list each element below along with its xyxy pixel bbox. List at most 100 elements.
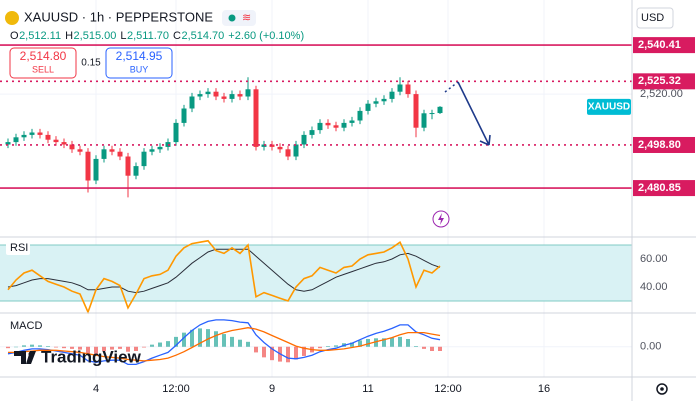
ohlc-key: O	[10, 30, 19, 42]
ohlc-value: 2,512.11	[19, 30, 61, 42]
macd-histogram-bar	[86, 346, 90, 354]
candle-body	[277, 146, 283, 150]
ohlc-key: L	[120, 30, 126, 42]
macd-histogram-bar	[94, 346, 98, 354]
buy-box[interactable]	[105, 47, 173, 79]
sell-box[interactable]	[9, 47, 77, 79]
price-level-label-bg	[633, 37, 695, 54]
macd-histogram-bar	[222, 334, 226, 347]
buy-button[interactable]: 2,514.95 BUY	[105, 47, 173, 79]
macd-histogram-bar	[246, 341, 250, 347]
ohlc-key: C	[173, 30, 181, 42]
candle-body	[213, 91, 219, 97]
rsi-tick-label: 40.00	[640, 281, 668, 293]
macd-histogram-bar	[174, 336, 178, 347]
macd-signal-line	[8, 327, 441, 362]
macd-histogram-bar	[150, 344, 154, 347]
price-level-label: 2,525.32	[638, 75, 681, 87]
candle-body	[301, 134, 307, 145]
macd-histogram-bar	[54, 346, 58, 348]
candle-body	[365, 103, 371, 111]
candle-body	[237, 94, 243, 97]
macd-histogram-bar	[190, 329, 194, 347]
macd-histogram-bar	[374, 338, 378, 347]
candle-body	[381, 98, 387, 102]
macd-histogram-bar	[62, 346, 66, 349]
candle-body	[429, 113, 435, 115]
symbol-logo	[5, 11, 19, 25]
macd-histogram-bar	[334, 345, 338, 347]
candle-body	[53, 139, 59, 143]
logo-dot	[28, 351, 34, 357]
currency[interactable]: USD	[641, 12, 664, 24]
candle-body	[93, 158, 99, 181]
price-level-label-bg	[633, 73, 695, 90]
candle-body	[221, 96, 227, 99]
macd-histogram-bar	[390, 337, 394, 347]
x-tick-label: 16	[538, 383, 550, 395]
candle-body	[13, 137, 19, 143]
candle-body	[253, 89, 259, 147]
macd-histogram-bar	[358, 340, 362, 347]
rsi-band	[0, 244, 632, 301]
candle-body	[61, 142, 67, 145]
macd-histogram-bar	[6, 346, 10, 349]
macd-histogram-bar	[126, 346, 130, 352]
macd-histogram-bar	[198, 328, 202, 347]
candle-body	[125, 156, 131, 176]
price-level-label-bg	[633, 180, 695, 197]
macd-tick-label: 0.00	[640, 341, 661, 353]
plot	[0, 44, 632, 366]
rsi-legend: RSI	[10, 242, 28, 254]
candle-body	[389, 91, 395, 99]
sell-price[interactable]: 2,514.80	[20, 49, 67, 63]
macd-histogram-bar	[134, 346, 138, 351]
macd-histogram-bar	[262, 346, 266, 358]
x-tick-label: 11	[362, 383, 373, 395]
settings-icon[interactable]	[656, 383, 668, 395]
price-label-bg	[587, 98, 631, 115]
candle-body	[189, 96, 195, 109]
ohlc-value: 2,515.00	[74, 30, 117, 42]
candle-body	[21, 134, 27, 138]
currency-box[interactable]	[636, 7, 674, 29]
macd-histogram-bar	[230, 336, 234, 347]
candle-body	[141, 151, 147, 167]
macd-histogram-bar	[430, 346, 434, 351]
sell-label[interactable]: SELL	[32, 64, 54, 74]
macd-histogram-bar	[206, 329, 210, 347]
macd-histogram-bar	[270, 346, 274, 361]
tradingview-logo: TradingView	[14, 347, 142, 366]
candle-body	[133, 166, 139, 176]
market-open-icon	[228, 14, 236, 22]
candle-body	[109, 149, 115, 152]
macd-histogram-bar	[302, 346, 306, 356]
price-level-label-bg	[633, 136, 695, 153]
candle-body	[101, 149, 107, 159]
candle-body	[333, 125, 339, 128]
candle-body	[181, 108, 187, 123]
macd-histogram-bar	[166, 341, 170, 347]
status-icon: ≋	[242, 12, 251, 24]
candle-body	[421, 113, 427, 128]
buy-price[interactable]: 2,514.95	[116, 49, 163, 63]
symbol-title: XAUUSD · 1h · PEPPERSTONE	[24, 9, 213, 24]
macd-histogram-bar	[318, 346, 322, 349]
macd-histogram-bar	[38, 345, 42, 347]
sell-button[interactable]: 2,514.80 SELL	[9, 47, 77, 79]
candle-body	[293, 144, 299, 157]
rsi-ma-line	[7, 248, 441, 294]
macd-histogram-bar	[438, 346, 442, 351]
candle-body	[117, 151, 123, 157]
buy-label[interactable]: BUY	[130, 64, 149, 74]
macd-histogram-bar	[78, 346, 82, 350]
candle-body	[197, 94, 203, 97]
event-icon-bolt	[438, 213, 444, 225]
price-label: XAUUSD	[588, 101, 630, 112]
ohlc-value: 2,511.70	[127, 30, 169, 42]
macd-histogram-bar	[326, 346, 330, 347]
macd-histogram-bar	[398, 336, 402, 347]
macd-histogram-bar	[406, 339, 410, 347]
macd-histogram-bar	[182, 332, 186, 347]
